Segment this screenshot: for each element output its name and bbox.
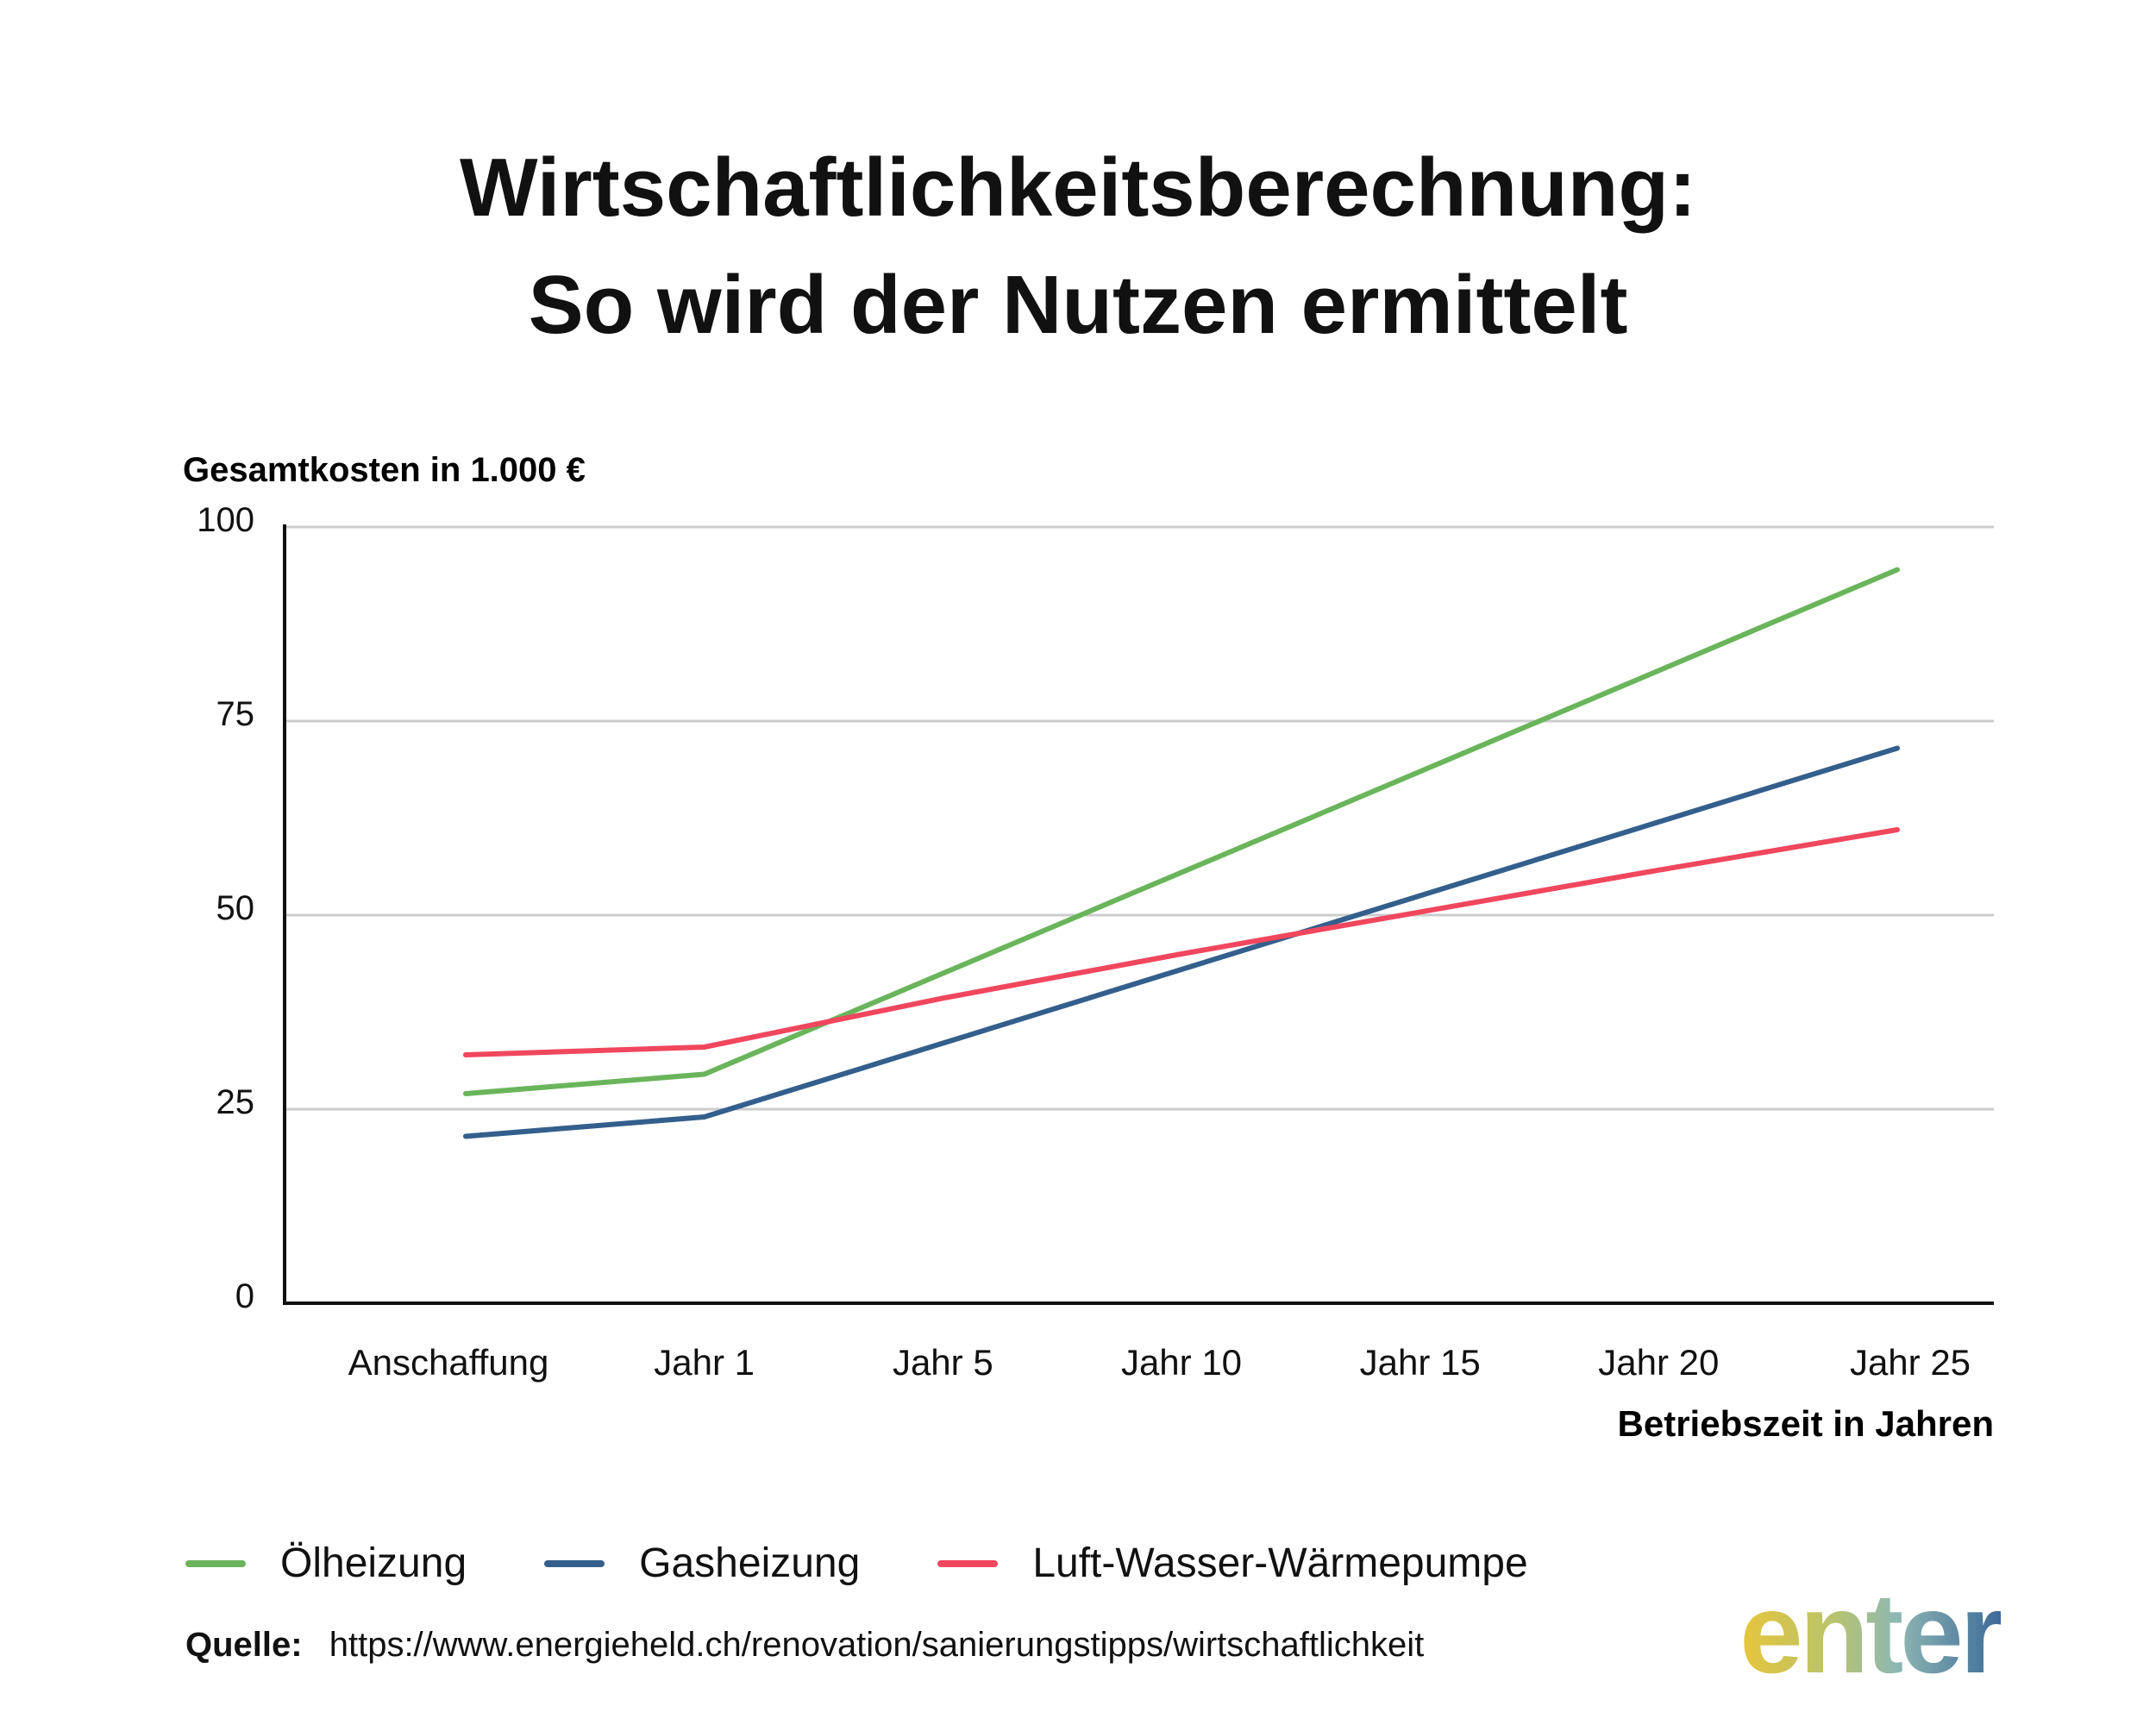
series-line-0 — [463, 567, 1900, 1096]
legend-swatch-oelheizung — [185, 1559, 246, 1567]
legend-label-oelheizung: Ölheizung — [280, 1540, 467, 1586]
legend-swatch-waermepumpe — [937, 1559, 999, 1567]
legend-item-waermepumpe: Luft-Wasser-Wärmepumpe — [937, 1540, 1528, 1587]
series-line-2 — [463, 827, 1900, 1057]
source-line: Quelle: https://www.energieheld.ch/renov… — [185, 1626, 1424, 1665]
title-line-2: So wird der Nutzen ermittelt — [528, 259, 1628, 351]
legend-label-gasheizung: Gasheizung — [639, 1540, 861, 1586]
legend-swatch-gasheizung — [544, 1559, 605, 1567]
source-url: https://www.energieheld.ch/renovation/sa… — [329, 1626, 1425, 1664]
x-tick-label-1: Jahr 1 — [654, 1342, 755, 1383]
y-tick-label-75: 75 — [216, 695, 255, 733]
y-tick-label-50: 50 — [216, 889, 255, 927]
y-tick-labels: 0 25 50 75 100 — [197, 501, 254, 1315]
x-axis-label: Betriebszeit in Jahren — [1618, 1403, 1994, 1444]
grid-lines — [285, 525, 1994, 1111]
line-chart: Gesamtkosten in 1.000 € 0 25 50 75 100 Ansch… — [183, 451, 1994, 1444]
source-label: Quelle: — [185, 1626, 303, 1664]
y-tick-label-25: 25 — [216, 1083, 255, 1121]
enter-logo: enter — [1739, 1570, 2004, 1697]
series-lines — [463, 567, 1900, 1139]
y-axis-label: Gesamtkosten in 1.000 € — [183, 451, 586, 489]
y-tick-label-0: 0 — [235, 1277, 254, 1315]
legend: Ölheizung Gasheizung Luft-Wasser-Wärmepu… — [185, 1540, 1606, 1587]
series-line-1 — [463, 745, 1900, 1139]
x-tick-label-0: Anschaffung — [348, 1342, 549, 1383]
legend-item-gasheizung: Gasheizung — [544, 1540, 860, 1587]
title-line-1: Wirtschaftlichkeitsberechnung: — [459, 141, 1697, 234]
x-tick-label-6: Jahr 25 — [1850, 1342, 1971, 1383]
x-tick-label-5: Jahr 20 — [1598, 1342, 1719, 1383]
y-tick-label-100: 100 — [197, 501, 254, 539]
x-tick-label-2: Jahr 5 — [893, 1342, 993, 1383]
x-tick-label-4: Jahr 15 — [1360, 1342, 1481, 1383]
legend-item-oelheizung: Ölheizung — [185, 1540, 467, 1587]
legend-label-waermepumpe: Luft-Wasser-Wärmepumpe — [1032, 1540, 1528, 1586]
x-tick-label-3: Jahr 10 — [1121, 1342, 1242, 1383]
chart-title: Wirtschaftlichkeitsberechnung: So wird d… — [0, 129, 2156, 364]
x-tick-labels: Anschaffung Jahr 1 Jahr 5 Jahr 10 Jahr 15 Jah… — [348, 1342, 1971, 1383]
